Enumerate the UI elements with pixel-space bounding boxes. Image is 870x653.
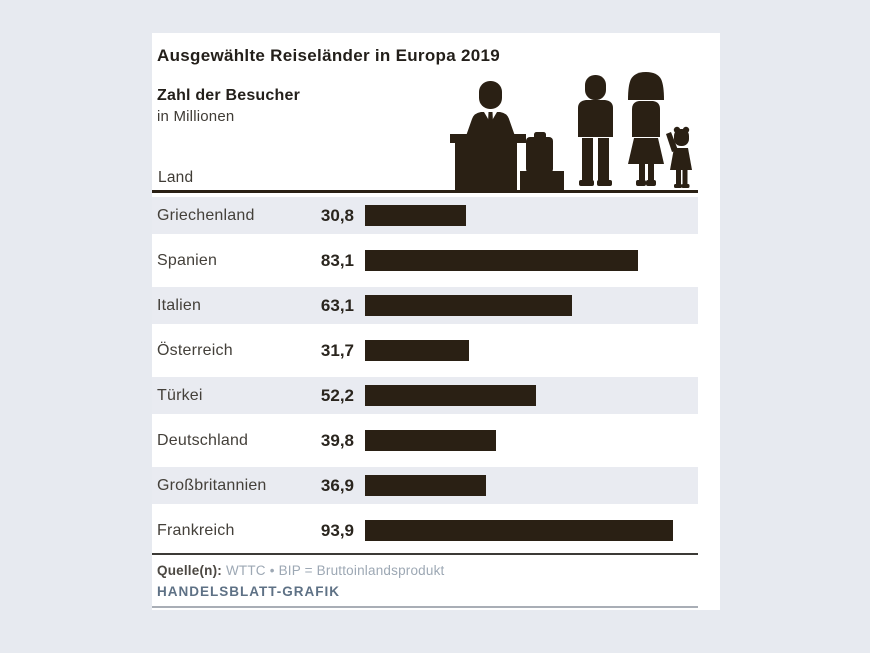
country-label: Deutschland <box>157 431 249 449</box>
table-row: Italien 63,1 <box>152 283 698 328</box>
country-label: Italien <box>157 296 202 314</box>
card-bottom-rule <box>152 606 698 608</box>
infographic-card: Ausgewählte Reiseländer in Europa 2019 Z… <box>152 33 720 610</box>
country-label: Österreich <box>157 341 233 359</box>
value-label: 36,9 <box>320 475 354 495</box>
value-bar <box>365 250 638 271</box>
value-bar <box>365 340 469 361</box>
value-bar <box>365 205 467 226</box>
country-label: Spanien <box>157 251 218 269</box>
value-label: 52,2 <box>320 385 354 405</box>
table-row: Frankreich 93,9 <box>152 508 698 553</box>
country-label: Türkei <box>157 386 203 404</box>
country-label: Griechenland <box>157 206 255 224</box>
value-bar <box>365 520 673 541</box>
column-header-land: Land <box>158 169 194 186</box>
table-row: Deutschland 39,8 <box>152 418 698 463</box>
value-bar <box>365 430 496 451</box>
header-rule <box>152 190 698 193</box>
credit-line: HANDELSBLATT-GRAFIK <box>157 584 340 599</box>
page-title: Ausgewählte Reiseländer in Europa 2019 <box>157 46 501 65</box>
value-bar <box>365 385 537 406</box>
value-label: 31,7 <box>320 340 354 360</box>
chart-unit-label: in Millionen <box>157 108 235 125</box>
value-label: 93,9 <box>320 520 354 540</box>
value-bar <box>365 475 487 496</box>
value-label: 63,1 <box>320 295 354 315</box>
value-label: 39,8 <box>320 430 354 450</box>
country-label: Großbritannien <box>157 476 267 494</box>
bar-chart-rows: Griechenland 30,8 Spanien 83,1 Italien 63,1 Ös… <box>152 193 698 553</box>
source-label: Quelle(n): <box>157 563 222 578</box>
table-row: Österreich 31,7 <box>152 328 698 373</box>
table-row: Türkei 52,2 <box>152 373 698 418</box>
country-label: Frankreich <box>157 521 235 539</box>
table-row: Griechenland 30,8 <box>152 193 698 238</box>
table-row: Spanien 83,1 <box>152 238 698 283</box>
footer-rule <box>152 553 698 555</box>
table-row: Großbritannien 36,9 <box>152 463 698 508</box>
value-bar <box>365 295 572 316</box>
hotel-reception-family-pictogram-icon <box>450 72 692 190</box>
value-label: 30,8 <box>320 205 354 225</box>
chart-subtitle: Zahl der Besucher <box>157 87 301 104</box>
source-text: WTTC • BIP = Bruttoinlandsprodukt <box>225 563 445 578</box>
source-line: Quelle(n): WTTC • BIP = Bruttoinlandspro… <box>157 563 445 578</box>
value-label: 83,1 <box>320 250 354 270</box>
